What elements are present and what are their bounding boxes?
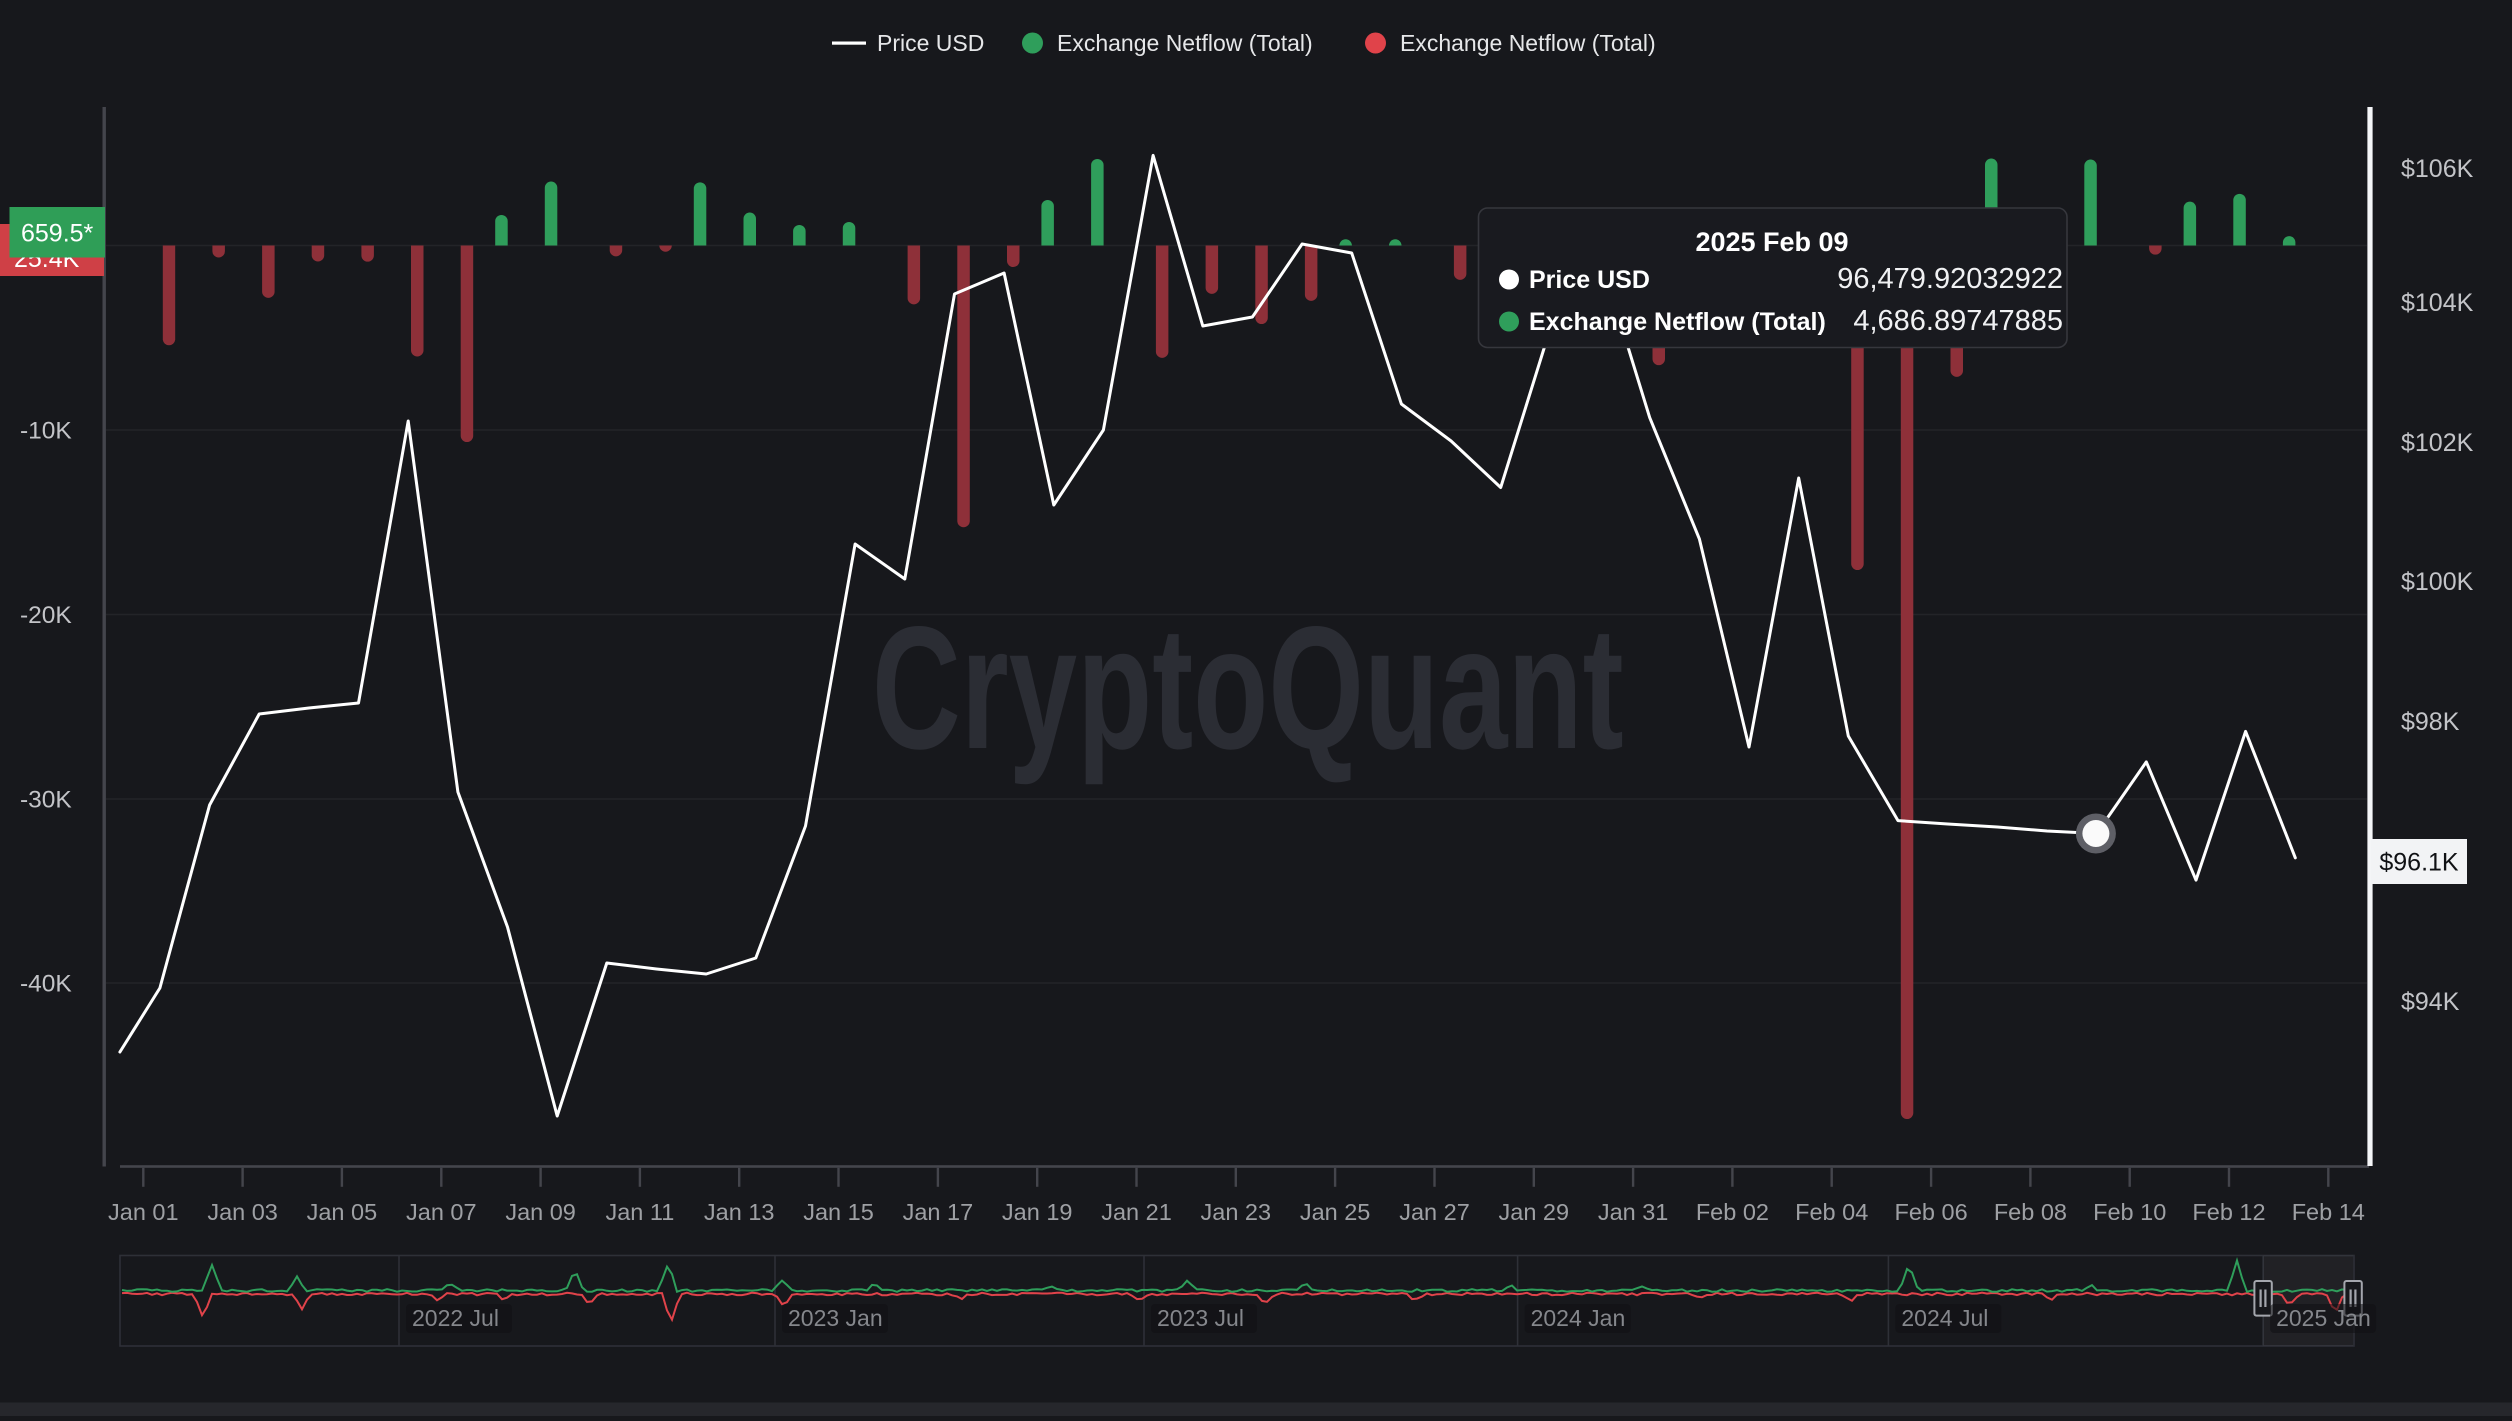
svg-text:Jan 29: Jan 29 — [1499, 1199, 1570, 1225]
svg-text:Feb 04: Feb 04 — [1795, 1199, 1868, 1225]
svg-text:$104K: $104K — [2401, 289, 2474, 317]
svg-text:Jan 09: Jan 09 — [505, 1199, 576, 1225]
svg-text:$96.1K: $96.1K — [2379, 849, 2459, 877]
svg-text:Jan 23: Jan 23 — [1201, 1199, 1272, 1225]
svg-text:Jan 01: Jan 01 — [108, 1199, 179, 1225]
svg-text:2022 Jul: 2022 Jul — [412, 1305, 499, 1331]
svg-text:Jan 15: Jan 15 — [803, 1199, 874, 1225]
svg-text:Jan 27: Jan 27 — [1399, 1199, 1470, 1225]
svg-text:$106K: $106K — [2401, 155, 2474, 183]
svg-text:Jan 03: Jan 03 — [207, 1199, 278, 1225]
svg-text:Feb 06: Feb 06 — [1895, 1199, 1968, 1225]
svg-text:-10K: -10K — [20, 418, 72, 445]
svg-text:2024 Jul: 2024 Jul — [1901, 1305, 1988, 1331]
svg-text:-20K: -20K — [20, 602, 72, 629]
svg-text:659.5*: 659.5* — [21, 220, 94, 248]
svg-text:Feb 12: Feb 12 — [2192, 1199, 2265, 1225]
svg-text:Feb 14: Feb 14 — [2292, 1199, 2365, 1225]
svg-text:Jan 17: Jan 17 — [903, 1199, 974, 1225]
svg-text:2024 Jan: 2024 Jan — [1531, 1305, 1626, 1331]
svg-text:Price USD: Price USD — [877, 30, 984, 56]
svg-text:2023 Jan: 2023 Jan — [788, 1305, 883, 1331]
svg-text:Jan 11: Jan 11 — [605, 1199, 674, 1225]
svg-text:2023 Jul: 2023 Jul — [1157, 1305, 1244, 1331]
svg-text:Jan 13: Jan 13 — [704, 1199, 775, 1225]
svg-text:CryptoQuant: CryptoQuant — [872, 591, 1624, 786]
svg-text:4,686.89747885: 4,686.89747885 — [1853, 305, 2063, 337]
svg-text:Feb 10: Feb 10 — [2093, 1199, 2166, 1225]
svg-text:$94K: $94K — [2401, 988, 2460, 1016]
svg-text:Jan 31: Jan 31 — [1598, 1199, 1669, 1225]
svg-text:-30K: -30K — [20, 787, 72, 814]
svg-text:Price USD: Price USD — [1529, 266, 1650, 294]
svg-text:$102K: $102K — [2401, 429, 2474, 457]
svg-text:Jan 05: Jan 05 — [307, 1199, 378, 1225]
svg-text:Exchange Netflow (Total): Exchange Netflow (Total) — [1400, 30, 1656, 56]
svg-text:Feb 08: Feb 08 — [1994, 1199, 2067, 1225]
svg-text:Jan 25: Jan 25 — [1300, 1199, 1371, 1225]
svg-text:$100K: $100K — [2401, 568, 2474, 596]
svg-text:Exchange Netflow (Total): Exchange Netflow (Total) — [1057, 30, 1313, 56]
svg-text:2025 Jan: 2025 Jan — [2276, 1305, 2371, 1331]
svg-text:-40K: -40K — [20, 971, 72, 998]
svg-text:2025 Feb 09: 2025 Feb 09 — [1695, 227, 1848, 257]
svg-text:Exchange Netflow (Total): Exchange Netflow (Total) — [1529, 308, 1826, 336]
svg-text:$98K: $98K — [2401, 708, 2460, 736]
svg-text:Jan 19: Jan 19 — [1002, 1199, 1073, 1225]
svg-text:Feb 02: Feb 02 — [1696, 1199, 1769, 1225]
svg-text:Jan 21: Jan 21 — [1101, 1199, 1172, 1225]
svg-text:96,479.92032922: 96,479.92032922 — [1837, 263, 2063, 295]
svg-text:Jan 07: Jan 07 — [406, 1199, 477, 1225]
